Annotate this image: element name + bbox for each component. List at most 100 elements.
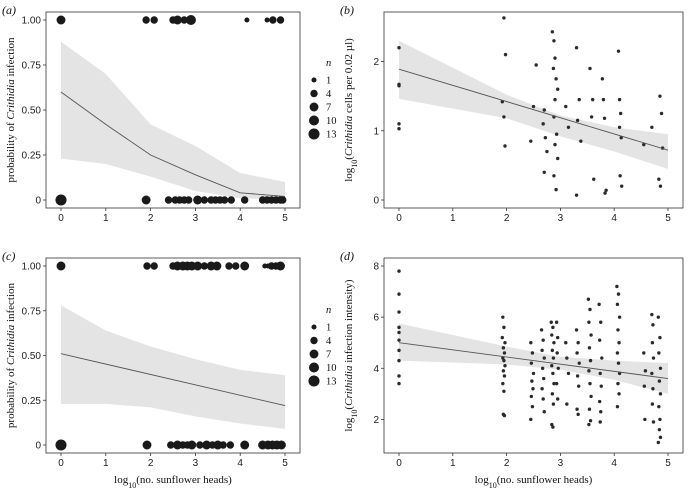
data-point (651, 356, 656, 360)
data-point (551, 402, 556, 406)
x-tick-label: 0 (396, 213, 402, 224)
data-point (650, 371, 654, 376)
x-tick-label: 1 (450, 458, 456, 469)
panel-c: (c) 0 1 2 3 4 5 0 0.25 0.50 0.75 1.00 probability of… (2, 249, 337, 490)
data-point (552, 381, 556, 386)
data-point (529, 361, 534, 365)
data-point (530, 404, 535, 409)
data-point (586, 297, 591, 301)
data-point (597, 302, 601, 307)
panel-label: (a) (2, 3, 16, 17)
data-point (551, 371, 555, 376)
data-point (213, 440, 223, 450)
data-point (556, 156, 560, 161)
data-point (575, 118, 580, 123)
data-point (502, 325, 506, 330)
data-point (540, 366, 545, 370)
data-point (200, 196, 209, 204)
data-point (550, 422, 554, 427)
data-point (553, 97, 557, 102)
confidence-band (399, 40, 668, 169)
data-point (579, 139, 583, 143)
data-point (397, 338, 401, 342)
legend-size-label: 10 (326, 363, 337, 374)
data-point (656, 440, 661, 445)
data-point (397, 330, 401, 335)
data-point (397, 126, 401, 131)
data-point (657, 427, 662, 432)
data-point (202, 440, 212, 450)
y-tick-label: 0.50 (22, 106, 42, 117)
data-point (200, 262, 209, 270)
data-point (616, 49, 621, 53)
data-point (545, 149, 549, 154)
data-point (588, 358, 593, 363)
data-point (657, 177, 661, 181)
data-point (232, 262, 240, 270)
data-point (531, 387, 535, 391)
y-tick-label: 1.00 (22, 262, 42, 273)
data-point (554, 381, 559, 386)
y-tick-label: 0 (35, 441, 41, 452)
y-tick-label: 0 (373, 196, 379, 207)
data-point (502, 16, 506, 20)
data-point (658, 392, 663, 396)
data-point (575, 351, 579, 355)
data-point (142, 440, 152, 450)
y-tick-label: 4 (373, 364, 379, 375)
data-point (240, 261, 250, 271)
data-point (143, 262, 151, 270)
data-point (577, 361, 581, 365)
legend-size-marker (311, 77, 317, 83)
data-point (397, 358, 401, 363)
x-tick-label: 3 (558, 458, 564, 469)
data-point (657, 379, 662, 383)
data-point (397, 348, 401, 353)
x-axis-label: log10(no. sunflower heads) (114, 474, 232, 490)
legend-size-marker (308, 115, 320, 126)
data-point (531, 104, 536, 109)
data-point (598, 371, 602, 376)
y-tick-label: 8 (373, 262, 379, 273)
data-point (658, 184, 663, 188)
x-tick-label: 0 (58, 458, 64, 469)
data-point (279, 196, 287, 204)
data-point (502, 115, 506, 119)
y-axis-label: log10(Crithidia infection intensity) (343, 279, 359, 432)
x-tick-label: 1 (103, 458, 109, 469)
x-tick-label: 2 (504, 213, 510, 224)
data-point (574, 193, 579, 197)
legend-title: n (326, 305, 331, 316)
data-point (212, 261, 222, 271)
x-tick-label: 4 (611, 458, 617, 469)
data-point (56, 15, 66, 25)
data-point (226, 441, 235, 449)
y-tick-label: 0.25 (22, 396, 42, 407)
legend-size-label: 10 (326, 116, 337, 127)
data-point (167, 441, 175, 449)
data-point (185, 14, 196, 26)
data-point (397, 374, 401, 378)
y-axis-label: log10(Crithidia cells per 0.02 µl) (343, 38, 359, 182)
data-point (187, 440, 197, 450)
x-tick-label: 5 (282, 458, 288, 469)
data-point (600, 356, 604, 360)
fitted-line (60, 353, 286, 407)
data-point (650, 402, 655, 406)
data-point (575, 374, 580, 378)
data-point (617, 315, 622, 319)
data-point (576, 341, 580, 345)
data-point (550, 392, 555, 396)
data-point (616, 292, 621, 296)
data-point (566, 371, 571, 376)
data-point (193, 195, 203, 205)
data-point (600, 77, 605, 81)
data-point (643, 417, 647, 422)
data-point (500, 335, 504, 340)
fitted-line (398, 68, 669, 151)
data-point (589, 333, 593, 337)
x-tick-label: 5 (665, 213, 671, 224)
data-point (541, 338, 545, 342)
confidence-band (61, 305, 285, 429)
data-point (164, 196, 173, 204)
